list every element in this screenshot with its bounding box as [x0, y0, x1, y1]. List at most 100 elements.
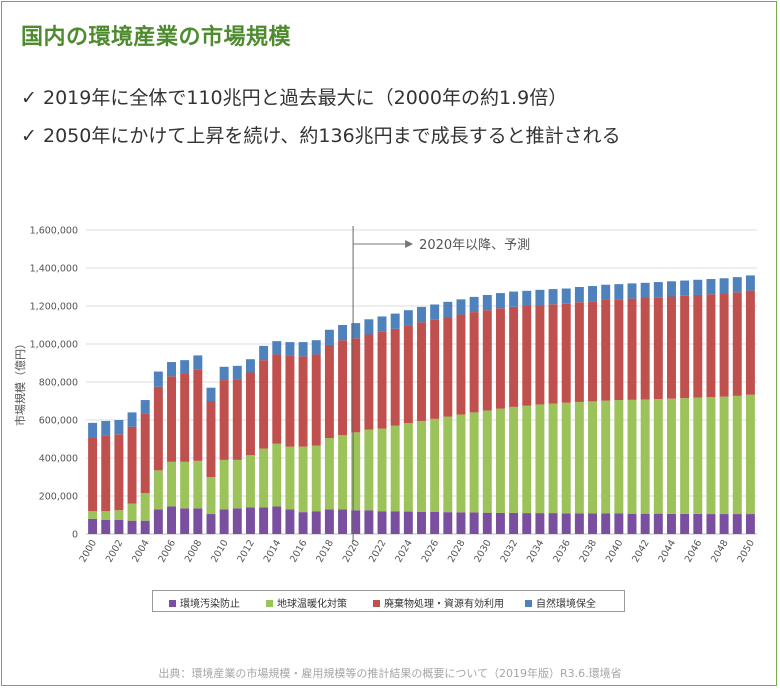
x-tick-label: 2006	[156, 538, 178, 564]
bar-segment	[272, 506, 282, 534]
bar-segment	[377, 316, 387, 332]
bar-segment	[588, 286, 598, 302]
bar-segment	[535, 404, 545, 514]
bar-segment	[430, 319, 440, 419]
bar-segment	[732, 277, 742, 293]
bar-segment	[153, 371, 163, 387]
bar-segment	[351, 432, 361, 511]
bar-segment	[298, 446, 308, 513]
bar-segment	[430, 511, 440, 534]
bar-segment	[745, 290, 755, 395]
bar-segment	[232, 508, 242, 534]
bar-segment	[101, 511, 111, 520]
bar-segment	[140, 400, 150, 414]
bar-segment	[167, 506, 176, 534]
bar-segment	[167, 362, 176, 377]
bar-segment	[667, 296, 676, 399]
bar-segment	[732, 292, 742, 396]
bar-segment	[351, 323, 361, 339]
y-tick-label: 600,000	[39, 416, 78, 427]
bar-segment	[667, 513, 676, 534]
x-tick-label: 2042	[630, 538, 652, 564]
x-tick-label: 2024	[393, 538, 415, 564]
bar-segment	[88, 511, 98, 519]
bar-segment	[745, 394, 755, 515]
bar-segment	[364, 334, 374, 430]
bar-segment	[627, 283, 637, 299]
bar-segment	[469, 312, 479, 413]
bar-segment	[377, 428, 387, 512]
bar-segment	[403, 310, 413, 326]
bar-segment	[732, 514, 742, 534]
bar-segment	[745, 275, 755, 291]
y-tick-label: 1,600,000	[30, 226, 78, 237]
bar-segment	[311, 445, 321, 512]
bullet-1-text: 2019年に全体で110兆円と過去最大に（2000年の約1.9倍）	[43, 87, 568, 109]
source-note: 出典：環境産業の市場規模・雇用規模等の推計結果の概要について（2019年版）R3…	[158, 667, 622, 680]
bar-segment	[574, 287, 584, 303]
y-tick-label: 0	[72, 530, 78, 541]
page-title: 国内の環境産業の市場規模	[21, 25, 292, 50]
bar-segment	[127, 520, 137, 534]
bar-segment	[653, 399, 663, 514]
bar-segment	[101, 420, 111, 436]
bar-segment	[640, 282, 650, 299]
x-tick-label: 2010	[209, 538, 231, 564]
bar-segment	[338, 509, 348, 534]
legend-label: 環境汚染防止	[180, 599, 240, 610]
bar-segment	[259, 448, 269, 508]
bars	[88, 275, 755, 534]
bar-segment	[640, 399, 650, 514]
bar-segment	[114, 519, 124, 534]
x-tick-label: 2048	[709, 538, 731, 564]
bar-segment	[232, 459, 242, 509]
bar-segment	[88, 422, 98, 438]
x-tick-label: 2004	[130, 538, 152, 564]
bar-segment	[153, 470, 163, 510]
x-tick-label: 2040	[604, 538, 626, 564]
bullet-2-text: 2050年にかけて上昇を続け、約136兆円まで成長すると推計される	[43, 125, 621, 147]
bar-segment	[745, 514, 755, 534]
bar-segment	[101, 435, 111, 512]
bar-segment	[153, 386, 163, 471]
bar-segment	[259, 360, 269, 449]
bar-segment	[272, 354, 282, 444]
bar-segment	[627, 513, 637, 534]
bar-segment	[298, 512, 308, 534]
bar-segment	[140, 520, 150, 534]
x-tick-label: 2016	[288, 538, 310, 564]
bar-segment	[272, 443, 282, 507]
bar-segment	[482, 512, 492, 534]
bar-segment	[456, 314, 466, 415]
legend-item: 廃棄物処理・資源有効利用	[373, 595, 504, 610]
bar-segment	[390, 511, 400, 534]
bar-segment	[193, 508, 203, 534]
bar-segment	[719, 278, 729, 294]
bar-segment	[522, 306, 532, 406]
bar-segment	[456, 414, 466, 513]
x-tick-label: 2018	[314, 538, 336, 564]
bar-segment	[706, 514, 716, 534]
bar-segment	[285, 342, 295, 356]
bar-segment	[140, 413, 150, 494]
bar-segment	[338, 325, 348, 341]
bar-segment	[522, 513, 532, 534]
x-tick-label: 2032	[499, 538, 521, 564]
bar-segment	[417, 306, 426, 323]
bar-segment	[719, 293, 729, 397]
bar-segment	[167, 376, 176, 462]
bar-segment	[193, 460, 203, 509]
bar-segment	[561, 513, 571, 534]
bar-segment	[509, 306, 519, 407]
bar-segment	[245, 372, 255, 456]
bar-segment	[127, 503, 137, 521]
bar-segment	[680, 398, 690, 514]
y-tick-label: 1,400,000	[30, 264, 78, 275]
x-tick-label: 2002	[104, 538, 126, 564]
x-tick-label: 2000	[78, 538, 100, 564]
bar-segment	[167, 461, 176, 507]
bar-segment	[377, 511, 387, 534]
bar-segment	[588, 301, 598, 402]
bar-segment	[456, 299, 466, 315]
